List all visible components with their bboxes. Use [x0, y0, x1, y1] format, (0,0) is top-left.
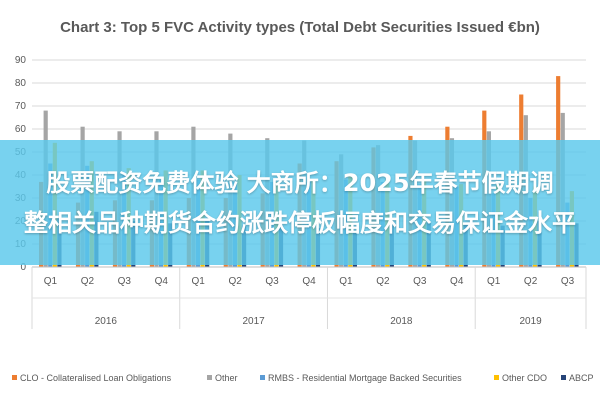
- legend-label: RMBS - Residential Mortgage Backed Secur…: [268, 373, 462, 383]
- x-tick-label: Q3: [118, 276, 132, 287]
- y-tick-label: 60: [15, 124, 27, 135]
- legend-item: RMBS - Residential Mortgage Backed Secur…: [260, 373, 462, 383]
- overlay-banner: 股票配资免费体验 大商所：2025年春节假期调 整相关品种期货合约涨跌停板幅度和…: [0, 140, 600, 265]
- overlay-line-1: 股票配资免费体验 大商所：2025年春节假期调: [46, 168, 554, 197]
- legend-swatch: [260, 375, 265, 380]
- x-tick-label: Q4: [302, 276, 316, 287]
- legend-label: ABCP: [569, 373, 594, 383]
- chart-title: Chart 3: Top 5 FVC Activity types (Total…: [60, 19, 540, 36]
- x-tick-label: Q2: [524, 276, 538, 287]
- y-tick-label: 70: [15, 101, 27, 112]
- y-tick-label: 90: [15, 55, 27, 66]
- x-axis: Q1 Q2 Q3 Q4 Q1 Q2 Q3 Q4 Q1 Q2 Q3 Q4 Q1 Q2 Q3 2016 2017 20…: [31, 266, 587, 329]
- x-tick-label: Q2: [376, 276, 390, 287]
- overlay-line-2: 整相关品种期货合约涨跌停板幅度和交易保证金水平: [24, 208, 576, 237]
- legend-item: ABCP: [561, 373, 594, 383]
- legend-swatch: [207, 375, 212, 380]
- legend-item: CLO - Collateralised Loan Obligations: [12, 373, 172, 383]
- legend-swatch: [494, 375, 499, 380]
- x-tick-label: Q4: [450, 276, 464, 287]
- x-tick-label: Q4: [155, 276, 169, 287]
- x-tick-label: Q1: [487, 276, 501, 287]
- legend-label: Other: [215, 373, 238, 383]
- legend-label: Other CDO: [502, 373, 547, 383]
- legend-swatch: [561, 375, 566, 380]
- year-label: 2018: [390, 316, 413, 327]
- x-tick-label: Q3: [413, 276, 427, 287]
- legend-label: CLO - Collateralised Loan Obligations: [20, 373, 172, 383]
- y-tick-label: 80: [15, 78, 27, 89]
- legend-item: Other CDO: [494, 373, 547, 383]
- x-tick-label: Q3: [561, 276, 575, 287]
- y-tick-label: 0: [20, 262, 26, 273]
- year-label: 2019: [519, 316, 542, 327]
- x-tick-label: Q2: [228, 276, 242, 287]
- x-tick-label: Q3: [265, 276, 279, 287]
- x-tick-label: Q1: [44, 276, 58, 287]
- year-label: 2016: [95, 316, 118, 327]
- legend: CLO - Collateralised Loan Obligations Oth…: [12, 373, 594, 383]
- x-tick-label: Q2: [81, 276, 95, 287]
- legend-item: Other: [207, 373, 238, 383]
- year-label: 2017: [242, 316, 265, 327]
- legend-swatch: [12, 375, 17, 380]
- x-tick-label: Q1: [192, 276, 206, 287]
- x-tick-label: Q1: [339, 276, 353, 287]
